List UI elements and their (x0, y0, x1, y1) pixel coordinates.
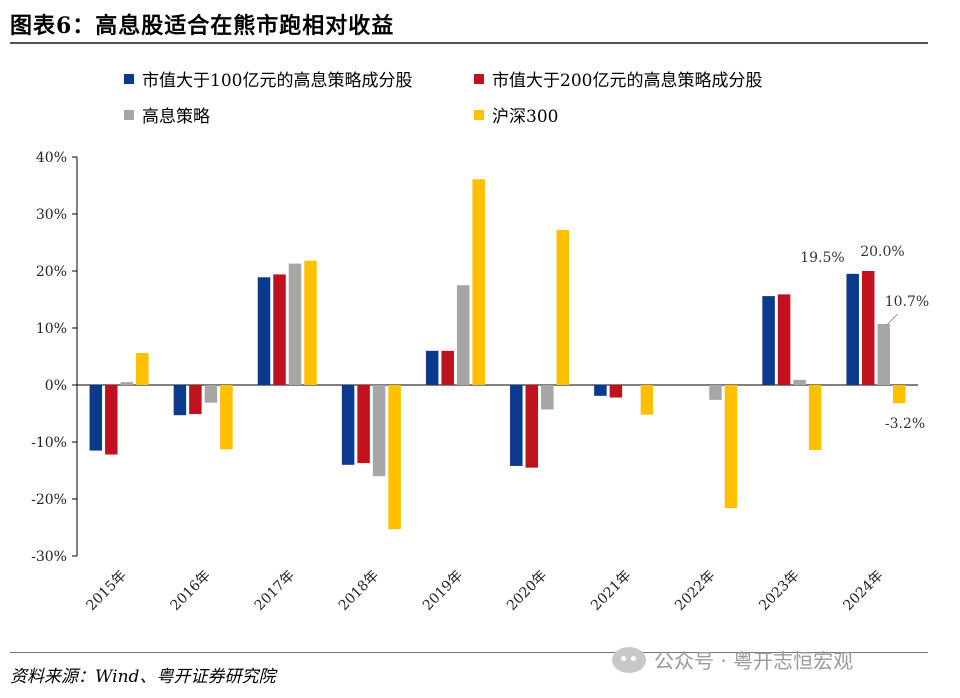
bar (441, 350, 454, 385)
bar (357, 385, 370, 464)
leader-line (885, 313, 899, 327)
y-tick-label: 30% (36, 207, 67, 223)
wechat-icon (612, 646, 646, 673)
bar (425, 350, 439, 385)
bar (456, 285, 470, 385)
bar (273, 274, 286, 385)
bar (793, 379, 806, 385)
legend-swatch-gray (124, 109, 134, 120)
source-note: 资料来源：Wind、粤开证券研究院 (10, 667, 276, 687)
bar (640, 385, 654, 415)
legend-item-high-dividend: 高息策略 (124, 102, 210, 127)
bar (877, 324, 890, 385)
footer-divider (10, 652, 928, 653)
bar (388, 385, 401, 530)
chart-title: 图表6：高息股适合在熊市跑相对收益 (10, 13, 395, 39)
data-label: -3.2% (885, 416, 925, 432)
x-tick-label: 2024年 (840, 568, 886, 614)
x-tick-label: 2021年 (588, 568, 634, 614)
bar (777, 294, 791, 385)
bar (808, 385, 822, 450)
legend-swatch-red (474, 73, 484, 84)
legend-swatch-gold (474, 109, 484, 120)
bar (341, 385, 355, 465)
bar (257, 277, 271, 385)
bar (173, 385, 187, 416)
bar (541, 385, 554, 410)
bar (288, 263, 302, 385)
bar (556, 229, 570, 385)
x-tick-label: 2015年 (83, 568, 129, 614)
data-label: 19.5% (800, 250, 844, 266)
x-tick-label: 2019年 (420, 568, 466, 614)
x-tick-label: 2017年 (252, 568, 298, 614)
legend-item-200: 市值大于200亿元的高息策略成分股 (474, 66, 762, 91)
y-tick-label: 10% (36, 321, 67, 337)
data-label: 20.0% (860, 244, 904, 260)
bar (220, 385, 233, 450)
watermark: 公众号 · 粤开志恒宏观 (612, 645, 853, 674)
bar (709, 385, 722, 400)
bar (525, 385, 539, 468)
bar (105, 385, 118, 455)
bar (304, 260, 317, 385)
y-tick-label: 40% (36, 150, 67, 166)
y-tick-label: -10% (31, 435, 67, 451)
y-tick-label: -20% (31, 492, 67, 508)
y-tick-label: -30% (31, 549, 67, 565)
bar (724, 385, 738, 509)
legend-item-csi300: 沪深300 (474, 102, 558, 127)
y-tick-label: 0% (45, 378, 67, 394)
bar (472, 179, 485, 385)
bar (510, 385, 523, 466)
bar (136, 353, 149, 385)
legend-item-100: 市值大于100亿元的高息策略成分股 (124, 66, 412, 91)
bar (861, 271, 875, 385)
bar (189, 385, 202, 415)
bar (594, 385, 607, 396)
bar (89, 385, 103, 451)
legend-label-200: 市值大于200亿元的高息策略成分股 (492, 71, 763, 91)
x-tick-label: 2020年 (504, 568, 550, 614)
x-tick-label: 2016年 (168, 568, 214, 614)
legend-swatch-navy (124, 73, 134, 84)
bar (120, 382, 134, 385)
legend-label-high-dividend: 高息策略 (142, 107, 210, 127)
x-tick-label: 2018年 (336, 568, 382, 614)
bar (846, 273, 859, 385)
x-tick-label: 2022年 (672, 568, 718, 614)
x-tick-label: 2023年 (756, 568, 802, 614)
legend-label-csi300: 沪深300 (492, 107, 559, 127)
bar (372, 385, 386, 477)
watermark-text: 公众号 · 粤开志恒宏观 (654, 649, 854, 673)
bar (892, 385, 906, 404)
title-divider (10, 42, 928, 44)
bar (609, 385, 623, 398)
legend-label-100: 市值大于100亿元的高息策略成分股 (142, 71, 413, 91)
bar (204, 385, 218, 403)
bar (762, 296, 775, 385)
y-tick-label: 20% (36, 264, 67, 280)
data-label: 10.7% (885, 294, 929, 310)
